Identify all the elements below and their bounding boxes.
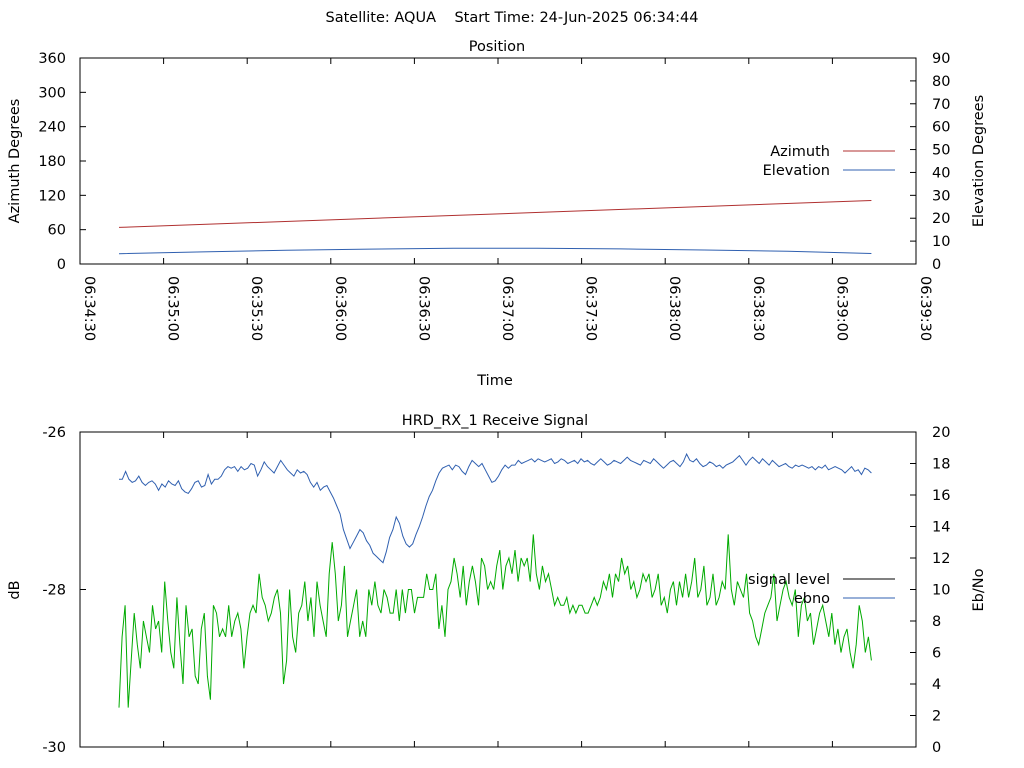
elevation-tick-label: 80 <box>932 74 950 90</box>
time-axis-label: Time <box>476 373 513 389</box>
ebno-axis-label: Eb/No <box>971 568 987 611</box>
ebno-tick-label: 0 <box>932 740 941 756</box>
azimuth-tick-label: 300 <box>38 85 66 101</box>
elevation-tick-label: 90 <box>932 51 950 67</box>
position-legend: Azimuth Elevation <box>763 144 895 179</box>
ebno-tick-label: 20 <box>932 425 950 441</box>
time-tick-label: 06:35:00 <box>165 276 181 341</box>
time-tick-label: 06:36:30 <box>415 276 431 341</box>
azimuth-tick-label: 60 <box>48 223 66 239</box>
position-chart-title: Position <box>469 39 525 55</box>
elevation-tick-label: 70 <box>932 97 950 113</box>
time-tick-label: 06:39:00 <box>833 276 849 341</box>
ebno-tick-label: 10 <box>932 583 950 599</box>
position-left-axis-ticks: 0 60 120 180 240 300 360 <box>38 51 86 273</box>
position-chart: Position 0 60 120 180 240 300 360 0 10 20 30 40 50 6… <box>7 39 987 389</box>
ebno-tick-label: 14 <box>932 520 950 536</box>
elevation-tick-label: 30 <box>932 188 950 204</box>
azimuth-axis-label: Azimuth Degrees <box>7 99 23 224</box>
legend-azimuth-label: Azimuth <box>770 144 830 160</box>
azimuth-line <box>118 200 872 228</box>
signal-left-axis-ticks: -30 -28 -26 <box>42 425 86 756</box>
elevation-tick-label: 20 <box>932 211 950 227</box>
time-tick-label: 06:38:30 <box>750 276 766 341</box>
azimuth-tick-label: 180 <box>38 154 66 170</box>
signal-time-axis-ticks <box>79 432 917 747</box>
db-axis-label: dB <box>7 580 23 599</box>
time-tick-label: 06:36:00 <box>332 276 348 341</box>
signal-series <box>118 452 872 708</box>
ebno-tick-label: 6 <box>932 646 941 662</box>
receive-signal-chart-title: HRD_RX_1 Receive Signal <box>402 413 588 429</box>
legend-signal-level-label: signal level <box>748 572 830 588</box>
receive-signal-plot-frame <box>79 431 917 748</box>
time-tick-label: 06:39:30 <box>917 276 933 341</box>
time-tick-label: 06:37:30 <box>583 276 599 341</box>
position-time-axis-ticks: 06:34:30 06:35:00 06:35:30 06:36:00 06:36:30… <box>79 58 933 341</box>
ebno-tick-label: 18 <box>932 457 950 473</box>
azimuth-tick-label: 360 <box>38 51 66 67</box>
elevation-axis-label: Elevation Degrees <box>971 95 987 227</box>
time-tick-label: 06:37:00 <box>499 276 515 341</box>
position-right-axis-ticks: 0 10 20 30 40 50 60 70 80 90 <box>910 51 950 273</box>
azimuth-tick-label: 240 <box>38 120 66 136</box>
ebno-tick-label: 16 <box>932 488 950 504</box>
signal-legend: signal level ebno <box>748 572 895 607</box>
receive-signal-chart: HRD_RX_1 Receive Signal -30 -28 -26 0 2 4 6 8 1… <box>7 413 987 756</box>
azimuth-tick-label: 0 <box>57 257 66 273</box>
elevation-tick-label: 10 <box>932 234 950 250</box>
series-2-line <box>118 534 872 708</box>
ebno-tick-label: 12 <box>932 551 950 567</box>
time-tick-label: 06:34:30 <box>81 276 97 341</box>
legend-elevation-label: Elevation <box>763 163 830 179</box>
ebno-tick-label: 2 <box>932 709 941 725</box>
page-title: Satellite: AQUA Start Time: 24-Jun-2025 … <box>326 10 699 26</box>
position-plot-frame <box>79 57 917 265</box>
elevation-tick-label: 40 <box>932 165 950 181</box>
time-tick-label: 06:38:00 <box>666 276 682 341</box>
legend-ebno-label: ebno <box>794 591 830 607</box>
elevation-tick-label: 60 <box>932 120 950 136</box>
signal-right-axis-ticks: 0 2 4 6 8 10 12 14 16 18 20 <box>910 425 950 756</box>
ebno-line <box>119 452 872 564</box>
position-series <box>118 200 872 255</box>
ebno-tick-label: 4 <box>932 677 941 693</box>
elevation-tick-label: 50 <box>932 143 950 159</box>
time-tick-label: 06:35:30 <box>248 276 264 341</box>
azimuth-tick-label: 120 <box>38 188 66 204</box>
ebno-tick-label: 8 <box>932 614 941 630</box>
elevation-tick-label: 0 <box>932 257 941 273</box>
db-tick-label: -26 <box>42 425 66 441</box>
db-tick-label: -28 <box>42 583 66 599</box>
db-tick-label: -30 <box>42 740 66 756</box>
elevation-line <box>118 247 872 255</box>
